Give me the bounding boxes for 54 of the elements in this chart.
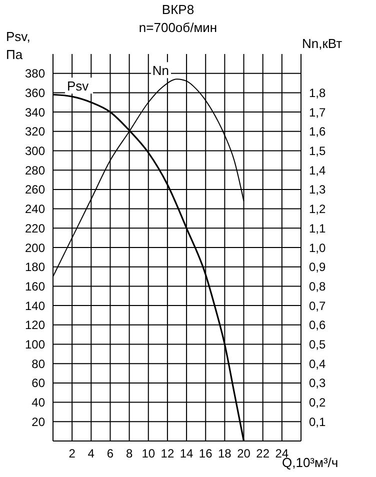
y-tick-label: 360 xyxy=(24,86,46,100)
y-axis-title: Psv, Па xyxy=(6,28,32,64)
y-tick-label: 220 xyxy=(24,221,46,236)
y-tick-label: 380 xyxy=(24,66,46,81)
x-tick-label: 6 xyxy=(106,446,114,461)
y-tick-label: 300 xyxy=(24,144,46,158)
y-tick-label: 160 xyxy=(24,279,46,294)
y-tick-label: 20 xyxy=(32,414,46,429)
y-tick-label: 100 xyxy=(24,338,46,352)
y2-tick-label: 1,0 xyxy=(309,240,326,255)
chart-title: ВКР8 xyxy=(160,2,196,17)
y2-tick-label: 1,2 xyxy=(309,202,326,216)
y-tick-label: 200 xyxy=(24,240,46,255)
y-tick-label: 280 xyxy=(24,163,46,178)
y2-tick-label: 1,3 xyxy=(309,182,326,197)
y2-tick-label: 0,7 xyxy=(309,298,326,313)
series-label: Psv xyxy=(67,78,90,94)
y2-tick-label: 0,2 xyxy=(309,396,326,410)
y2-tick-label: 1,4 xyxy=(309,163,326,178)
series-label: Nn xyxy=(152,63,169,78)
x-tick-label: 10 xyxy=(142,446,156,461)
y-tick-label: 80 xyxy=(32,356,46,371)
y-tick-label: 320 xyxy=(24,124,46,139)
y2-tick-label: 0,6 xyxy=(309,318,326,332)
y-tick-label: 120 xyxy=(24,318,46,332)
x-tick-label: 2 xyxy=(68,446,76,461)
y-tick-label: 340 xyxy=(24,105,46,120)
y-tick-label: 260 xyxy=(24,182,46,197)
x-tick-label: 4 xyxy=(88,446,95,461)
x-tick-label: 20 xyxy=(237,446,251,461)
y2-tick-label: 0,5 xyxy=(309,338,326,352)
chart-subtitle: n=700об/мин xyxy=(138,20,218,35)
x-tick-label: 22 xyxy=(256,446,270,461)
y-tick-label: 140 xyxy=(24,298,46,313)
y2-tick-label: 0,3 xyxy=(309,376,326,390)
y2-tick-label: 1,5 xyxy=(309,144,326,158)
y2-tick-label: 1,6 xyxy=(309,124,326,139)
x-tick-label: 16 xyxy=(198,446,213,461)
y2-tick-label: 1,1 xyxy=(309,221,326,236)
y-tick-label: 240 xyxy=(24,202,46,216)
y-tick-label: 180 xyxy=(24,260,46,274)
y2-tick-label: 0,8 xyxy=(309,279,326,294)
x-tick-label: 18 xyxy=(218,446,232,461)
y2-tick-label: 0,9 xyxy=(309,260,326,274)
y-tick-label: 60 xyxy=(32,376,46,390)
y2-tick-label: 1,7 xyxy=(309,105,326,120)
x-tick-label: 12 xyxy=(160,446,174,461)
y2-axis-title: Nn,кВт xyxy=(302,36,342,51)
y2-tick-label: 1,8 xyxy=(309,86,326,100)
y2-tick-label: 0,4 xyxy=(309,356,326,371)
x-tick-label: 8 xyxy=(126,446,133,461)
y2-tick-label: 0,1 xyxy=(309,414,326,429)
x-tick-label: 14 xyxy=(180,446,194,461)
y-tick-label: 40 xyxy=(32,396,46,410)
